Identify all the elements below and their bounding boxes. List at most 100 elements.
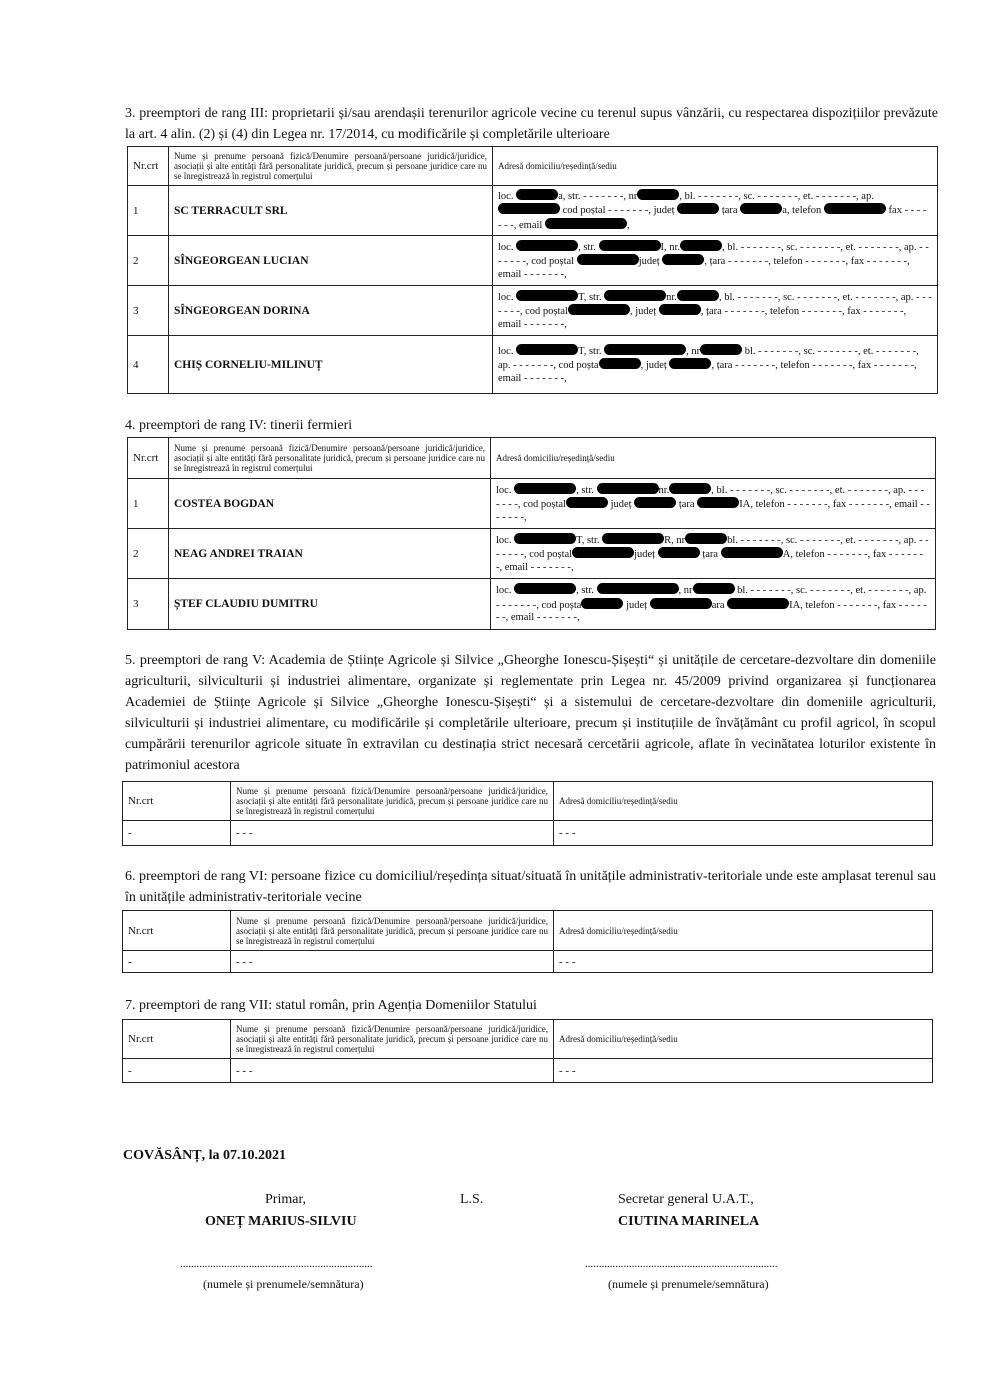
header-name: Nume și prenume persoană fizică/Denumire… [168, 146, 493, 186]
section-3-title: 3. preemptori de rang III: proprietarii … [125, 106, 938, 142]
row-nr: - [122, 820, 231, 846]
row-nr: 1 [127, 478, 169, 529]
row-address: loc. , str. I, nr., bl. - - - - - - -, s… [492, 235, 938, 286]
mayor-signature-line: ........................................… [180, 1258, 373, 1270]
table-rank-7: Nr.crt Nume și prenume persoană fizică/De… [122, 1019, 933, 1083]
redaction-mark [514, 482, 577, 494]
table-row: 4 CHIȘ CORNELIU-MILINUȚ loc. T, str. , nr … [127, 335, 938, 394]
row-address: loc. T, str. R, nr bl. - - - - - - -, sc.… [490, 528, 936, 579]
header-name: Nume și prenume persoană fizică/Denumire… [168, 437, 491, 479]
row-name: NEAG ANDREI TRAIAN [168, 528, 491, 579]
secretary-name: CIUTINA MARINELA [618, 1214, 760, 1229]
row-nr: - [122, 950, 231, 973]
header-name: Nume și prenume persoană fizică/Denumire… [230, 1019, 554, 1059]
redaction-mark [658, 304, 701, 316]
table-row: 2 NEAG ANDREI TRAIAN loc. T, str. R, nr bl.… [127, 528, 936, 579]
redaction-mark [676, 289, 719, 301]
row-name: SÎNGEORGEAN LUCIAN [168, 235, 493, 286]
table-row: 1 COSTEA BOGDAN loc. , str. nr., bl. - - -… [127, 478, 936, 529]
redaction-mark [567, 304, 630, 316]
redaction-mark [598, 358, 641, 370]
row-address: - - - [553, 1058, 933, 1083]
header-nr: Nr.crt [127, 146, 169, 186]
row-name: CHIȘ CORNELIU-MILINUȚ [168, 335, 493, 394]
redaction-mark [596, 482, 659, 494]
row-name: ȘTEF CLAUDIU DUMITRU [168, 578, 491, 630]
redaction-mark [740, 203, 783, 215]
redaction-mark [727, 597, 790, 609]
row-nr: 2 [127, 235, 169, 286]
row-name: - - - [230, 1058, 554, 1083]
row-nr: 4 [127, 335, 169, 394]
row-address: loc. a, str. - - - - - - -, nr, bl. - - … [492, 185, 938, 236]
redaction-mark [516, 188, 559, 200]
redaction-mark [514, 583, 577, 595]
header-nr: Nr.crt [122, 910, 231, 951]
row-address: - - - [553, 950, 933, 973]
row-address: loc. , str. nr., bl. - - - - - - -, sc. … [490, 478, 936, 529]
table-rank-5: Nr.crt Nume și prenume persoană fizică/De… [122, 781, 933, 846]
row-name: SC TERRACULT SRL [168, 185, 493, 236]
row-nr: 3 [127, 285, 169, 336]
table-rank-6: Nr.crt Nume și prenume persoană fizică/De… [122, 910, 933, 973]
secretary-signature-caption: (numele și prenumele/semnătura) [608, 1277, 769, 1291]
row-nr: - [122, 1058, 231, 1083]
section-7-title: 7. preemptori de rang VII: statul român,… [125, 998, 537, 1013]
redaction-mark [692, 583, 735, 595]
redaction-mark [823, 203, 886, 215]
row-name: SÎNGEORGEAN DORINA [168, 285, 493, 336]
redaction-mark [677, 203, 720, 215]
redaction-mark [498, 203, 560, 215]
header-nr: Nr.crt [127, 437, 169, 479]
header-nr: Nr.crt [122, 1019, 231, 1059]
row-address: loc. T, str. , nr bl. - - - - - - -, sc.… [492, 335, 938, 394]
table-rank-4: Nr.crt Nume și prenume persoană fizică/De… [127, 437, 936, 630]
row-name: - - - [230, 950, 554, 973]
redaction-mark [662, 254, 705, 266]
header-address: Adresă domiciliu/reședință/sediu [553, 781, 933, 821]
redaction-mark [685, 532, 728, 544]
mayor-signature-caption: (numele și prenumele/semnătura) [203, 1277, 364, 1291]
row-nr: 1 [127, 185, 169, 236]
secretary-signature-line: ........................................… [585, 1258, 778, 1270]
row-name: COSTEA BOGDAN [168, 478, 491, 529]
redaction-mark [669, 482, 712, 494]
redaction-mark [637, 188, 680, 200]
redaction-mark [516, 239, 579, 251]
header-name: Nume și prenume persoană fizică/Denumire… [230, 910, 554, 951]
redaction-mark [516, 343, 579, 355]
redaction-mark [565, 497, 608, 509]
redaction-mark [516, 289, 579, 301]
secretary-title: Secretar general U.A.T., [618, 1192, 754, 1207]
redaction-mark [680, 239, 723, 251]
redaction-mark [657, 547, 700, 559]
redaction-mark [514, 532, 577, 544]
row-name: - - - [230, 820, 554, 846]
redaction-mark [700, 343, 743, 355]
table-row: 1 SC TERRACULT SRL loc. a, str. - - - - - … [127, 185, 938, 236]
redaction-mark [602, 532, 665, 544]
section-4-title: 4. preemptori de rang IV: tinerii fermie… [125, 418, 353, 433]
section-6-title: 6. preemptori de rang VI: persoane fizic… [125, 869, 936, 905]
table-row: 2 SÎNGEORGEAN LUCIAN loc. , str. I, nr., b… [127, 235, 938, 286]
redaction-mark [544, 217, 627, 229]
redaction-mark [576, 254, 639, 266]
section-5-title: 5. preemptori de rang V: Academia de Ști… [125, 653, 936, 773]
table-row: 3 SÎNGEORGEAN DORINA loc. T, str. nr., bl.… [127, 285, 938, 336]
seal-ls: L.S. [460, 1192, 484, 1207]
table-rank-3: Nr.crt Nume și prenume persoană fizică/De… [127, 146, 938, 394]
redaction-mark [649, 597, 712, 609]
row-address: loc. , str. , nr bl. - - - - - - -, sc. … [490, 578, 936, 630]
mayor-name: ONEȚ MARIUS-SILVIU [205, 1214, 357, 1229]
row-nr: 2 [127, 528, 169, 579]
table-row: 3 ȘTEF CLAUDIU DUMITRU loc. , str. , nr bl… [127, 578, 936, 630]
header-address: Adresă domiciliu/reședință/sediu [492, 146, 938, 186]
header-address: Adresă domiciliu/reședință/sediu [553, 1019, 933, 1059]
header-address: Adresă domiciliu/reședință/sediu [490, 437, 936, 479]
mayor-title: Primar, [265, 1192, 307, 1207]
redaction-mark [634, 497, 677, 509]
row-address: - - - [553, 820, 933, 846]
redaction-mark [581, 597, 624, 609]
header-name: Nume și prenume persoană fizică/Denumire… [230, 781, 554, 821]
